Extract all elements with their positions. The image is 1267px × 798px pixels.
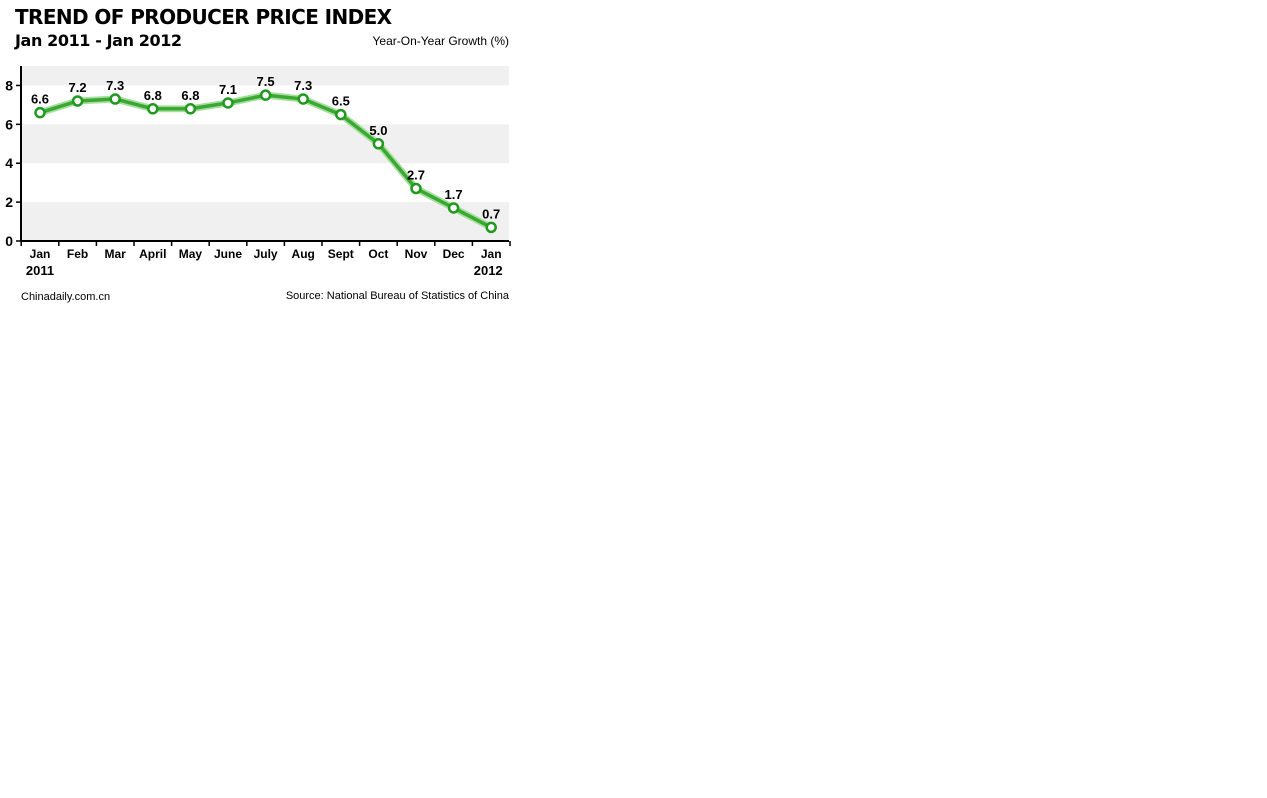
grid-band (21, 66, 509, 86)
x-tick-label: Feb (67, 247, 88, 261)
background-bands (21, 66, 509, 241)
x-year-label: 2012 (474, 263, 503, 278)
data-label: 7.5 (257, 74, 275, 89)
data-label: 6.8 (144, 88, 162, 103)
source-text: Source: National Bureau of Statistics of… (285, 290, 509, 302)
x-tick-label: Nov (405, 247, 428, 261)
x-tick-label: Aug (292, 247, 315, 261)
grid-band (21, 202, 509, 241)
data-label: 2.7 (407, 168, 425, 183)
data-point (184, 103, 197, 115)
data-label: 7.2 (69, 80, 87, 95)
data-label: 0.7 (482, 206, 500, 221)
data-point (222, 97, 234, 109)
x-tick-label: Jan (481, 247, 502, 261)
x-tick-label: Oct (368, 247, 388, 261)
y-tick-label: 0 (5, 233, 13, 249)
x-tick-label: Mar (105, 247, 127, 261)
x-tick-label: May (179, 247, 203, 261)
x-tick-label: Sept (328, 247, 354, 261)
x-tick-label: April (139, 247, 166, 261)
chart-subtitle: Jan 2011 - Jan 2012 (15, 31, 182, 50)
data-point (447, 202, 460, 214)
y-ticks: 0 2 4 6 8 (5, 77, 21, 249)
x-tick-label: June (214, 247, 242, 261)
data-label: 6.5 (332, 94, 350, 109)
data-point (71, 95, 84, 107)
grid-band (21, 124, 509, 164)
data-point (335, 108, 347, 121)
x-year-label: 2011 (26, 263, 54, 278)
data-label: 6.8 (181, 88, 199, 103)
data-point (485, 221, 497, 234)
data-label: 7.3 (294, 78, 312, 93)
data-label: 7.3 (106, 78, 124, 93)
plot-area: 0 2 4 6 8 Jan 2011 Feb Mar April May June July Aug Se… (5, 66, 511, 278)
data-point (297, 93, 309, 105)
data-label: 6.6 (31, 92, 49, 107)
data-label: 7.1 (219, 82, 237, 97)
data-label: 5.0 (369, 123, 387, 138)
x-ticks: Jan 2011 Feb Mar April May June July Aug Sept Oct N… (20, 241, 511, 278)
y-tick-label: 2 (5, 194, 13, 210)
data-point (109, 93, 121, 105)
credit-text: Chinadaily.com.cn (21, 291, 111, 303)
data-label: 1.7 (445, 187, 463, 202)
axes (20, 66, 509, 242)
chart: TREND OF PRODUCER PRICE INDEX Jan 2011 -… (0, 0, 520, 310)
data-point (147, 103, 159, 115)
x-tick-label: Jan (30, 247, 51, 261)
y-tick-label: 4 (5, 155, 13, 171)
data-points (34, 89, 497, 234)
data-point (34, 106, 46, 119)
unit-label: Year-On-Year Growth (%) (372, 34, 510, 48)
y-tick-label: 8 (5, 77, 13, 93)
data-point (372, 138, 385, 150)
x-tick-label: July (254, 247, 278, 261)
data-labels: 6.6 7.2 7.3 6.8 6.8 7.1 7.5 7.3 6.5 5.0 2.7 1.7 0.7 (31, 74, 500, 221)
y-tick-label: 6 (5, 116, 13, 132)
x-tick-label: Dec (443, 247, 465, 261)
data-point (259, 89, 272, 101)
chart-title: TREND OF PRODUCER PRICE INDEX (15, 5, 392, 29)
data-point (410, 182, 422, 195)
